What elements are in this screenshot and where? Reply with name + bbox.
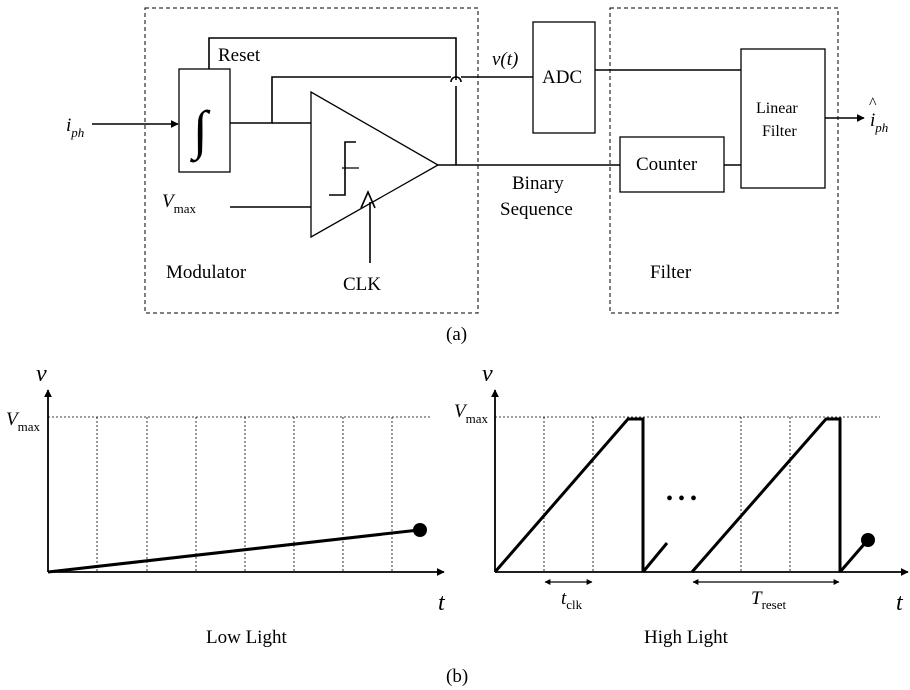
integrator-to-adc-line	[230, 76, 451, 124]
filter-group-label: Filter	[650, 262, 692, 283]
high-light-clock-grid	[543, 417, 791, 572]
linear-filter-label-2: Filter	[762, 123, 797, 140]
tclk-label: tclk	[561, 588, 583, 612]
high-light-ramp-3	[690, 417, 842, 573]
reset-feedback-line	[208, 37, 457, 80]
caption-b: (b)	[446, 666, 468, 687]
adc-block	[532, 21, 596, 134]
filter-group-box	[609, 7, 839, 314]
low-light-vmax-label: Vmax	[6, 409, 40, 434]
binary-label: Binary	[512, 173, 564, 194]
linear-filter-label-1: Linear	[756, 100, 798, 117]
low-light-title: Low Light	[206, 627, 287, 648]
treset-label: Treset	[751, 588, 787, 612]
high-light-ellipsis: • • •	[666, 488, 697, 510]
clk-label: CLK	[343, 274, 381, 295]
reset-label: Reset	[218, 45, 261, 66]
comparator-block	[310, 90, 440, 239]
low-light-clock-grid	[96, 417, 393, 572]
caption-a: (a)	[446, 324, 467, 345]
high-light-t-label: t	[896, 590, 904, 616]
linear-filter-block	[740, 48, 826, 189]
integral-symbol: ∫	[190, 100, 211, 163]
output-hat: ^	[869, 95, 877, 112]
block-diagram: iph ∫ Reset CLK Vmax Binary Sequence v(t…	[66, 7, 888, 345]
sequence-label: Sequence	[500, 199, 573, 220]
modulator-label: Modulator	[166, 262, 247, 283]
clock-edge-symbol	[360, 190, 376, 209]
modulator-group-box	[144, 7, 479, 314]
reset-crossover	[450, 76, 462, 83]
vt-label: v(t)	[492, 49, 518, 70]
counter-block	[619, 136, 725, 193]
high-light-ramp-1	[493, 417, 645, 573]
high-light-title: High Light	[644, 627, 729, 648]
high-light-plot: • • • tclk Treset v t Vmax High Light	[454, 361, 909, 648]
low-light-t-label: t	[438, 590, 446, 616]
high-light-endpoint	[861, 533, 875, 547]
high-light-ramp-4-start	[838, 541, 868, 573]
high-light-vmax-label: Vmax	[454, 401, 488, 426]
high-light-v-label: v	[482, 361, 493, 387]
integrator-block	[178, 68, 231, 173]
low-light-v-label: v	[36, 361, 47, 387]
low-light-endpoint	[413, 523, 427, 537]
vmax-input-label: Vmax	[162, 191, 196, 216]
input-current-label: iph	[66, 115, 84, 140]
adc-label: ADC	[542, 67, 582, 88]
counter-label: Counter	[636, 154, 698, 175]
high-light-ramp-2-start	[641, 542, 669, 573]
low-light-plot: v t Vmax Low Light	[6, 361, 446, 648]
low-light-ramp	[47, 528, 420, 574]
output-label: iph	[870, 110, 888, 135]
